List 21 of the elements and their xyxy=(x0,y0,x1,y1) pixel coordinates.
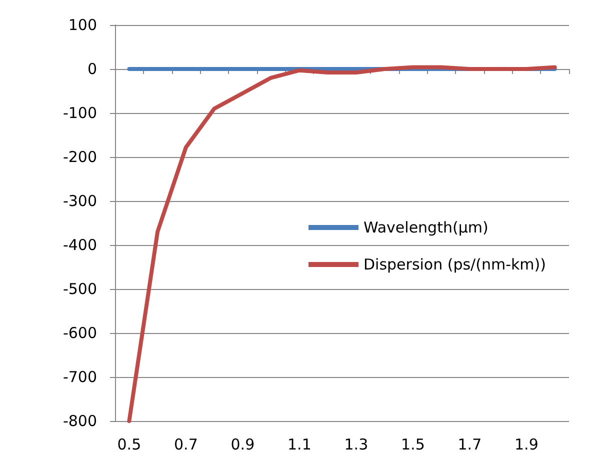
x-tick-label: 1.3 xyxy=(344,436,368,452)
x-tick-label: 1.9 xyxy=(514,436,538,452)
x-tick-label: 1.7 xyxy=(458,436,482,452)
x-tick-label: 0.7 xyxy=(174,436,198,452)
legend-label: Dispersion (ps/(nm-km)) xyxy=(363,256,546,274)
y-tick-label: 100 xyxy=(68,16,97,34)
y-tick-label: 0 xyxy=(87,60,97,78)
y-tick-label: -300 xyxy=(62,192,97,210)
legend-label: Wavelength(µm) xyxy=(363,218,488,236)
y-tick-label: -600 xyxy=(62,324,97,342)
y-tick-label: -200 xyxy=(62,148,97,166)
y-tick-label: -100 xyxy=(62,104,97,122)
y-tick-label: -700 xyxy=(62,368,97,386)
x-tick-label: 1.5 xyxy=(401,436,425,452)
y-tick-label: -800 xyxy=(62,412,97,430)
y-tick-label: -400 xyxy=(62,236,97,254)
y-tick-label: -500 xyxy=(62,280,97,298)
x-tick-label: 0.9 xyxy=(230,436,255,452)
x-tick-label: 0.5 xyxy=(117,436,142,452)
line-series xyxy=(127,65,557,423)
x-tick-label: 1.1 xyxy=(288,436,312,452)
